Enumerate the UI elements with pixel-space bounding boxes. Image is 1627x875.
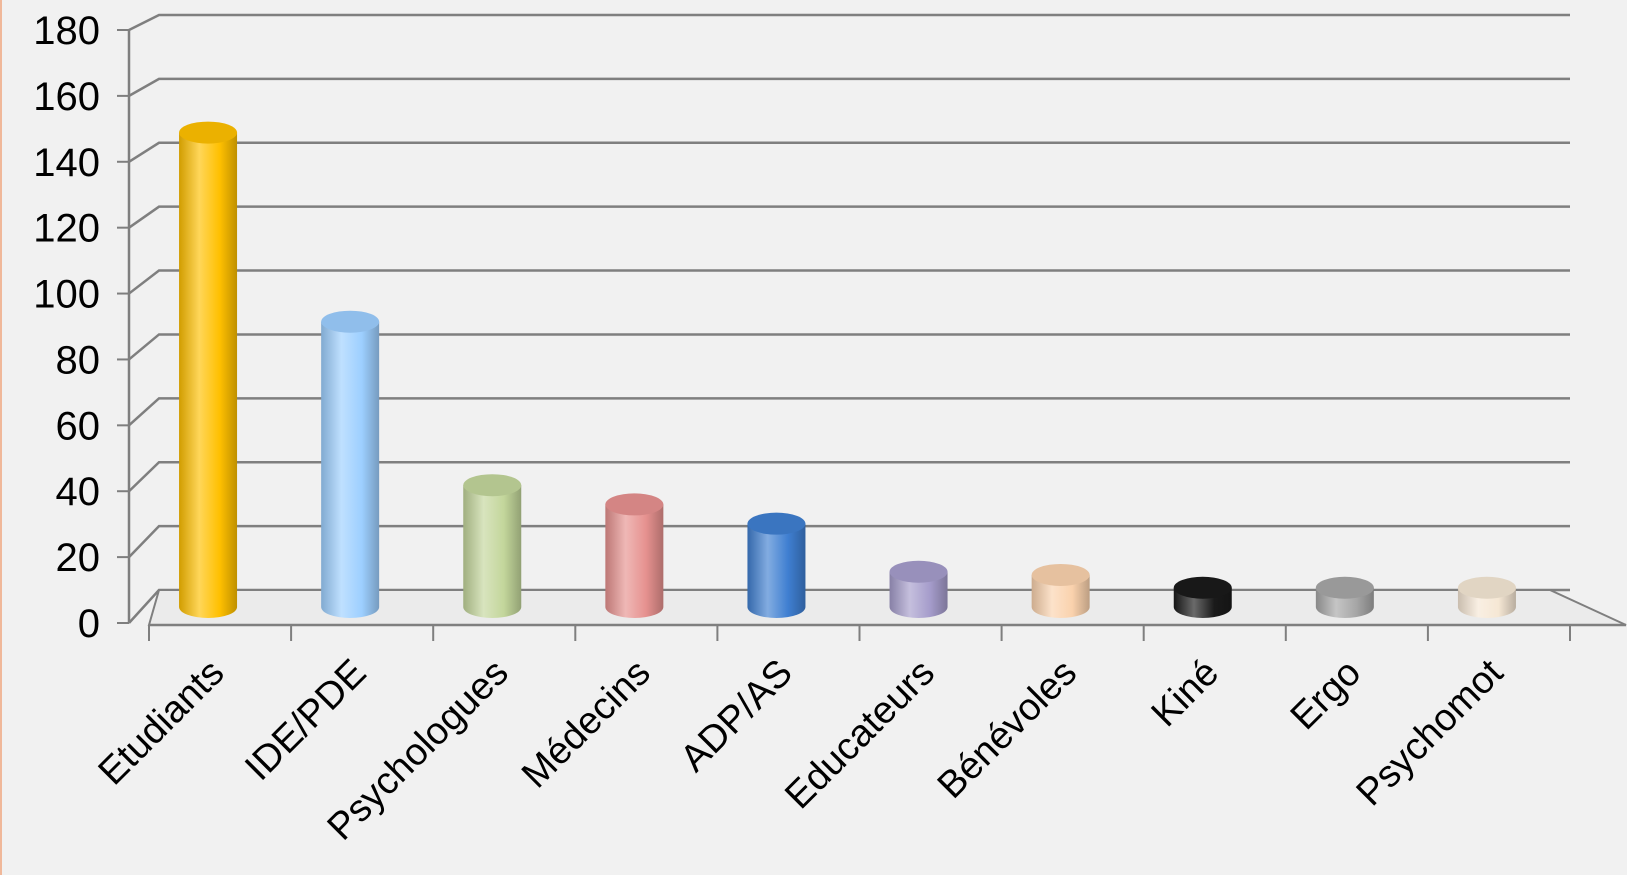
- bar: [179, 132, 238, 618]
- bar-top: [889, 560, 948, 583]
- bar: [605, 504, 664, 618]
- bar-ergo: [1315, 576, 1374, 618]
- x-tick-label: ADP/AS: [673, 652, 801, 780]
- y-tick-label: 80: [56, 338, 101, 382]
- bar-top: [179, 121, 238, 144]
- bars: [179, 121, 1516, 618]
- bar-educateurs: [889, 560, 948, 618]
- bar-top: [1315, 576, 1374, 599]
- bar: [747, 523, 806, 618]
- bar-ide-pde: [321, 310, 380, 618]
- gridline: [128, 77, 1570, 97]
- y-tick-label: 140: [33, 141, 100, 185]
- gridline: [128, 460, 1570, 493]
- bar-top: [463, 474, 522, 497]
- x-tick-label: Etudiants: [91, 652, 233, 794]
- x-tick-label: Kiné: [1144, 652, 1227, 735]
- y-tick-label: 100: [33, 273, 100, 317]
- y-tick-label: 60: [56, 404, 101, 448]
- gridline: [128, 141, 1570, 163]
- y-tick-label: 180: [33, 9, 100, 53]
- gridline: [128, 397, 1570, 427]
- bar: [321, 321, 380, 618]
- bar-psychologues: [463, 474, 522, 618]
- gridlines: [128, 13, 1570, 624]
- bar-top: [1031, 563, 1090, 586]
- y-tick-label: 120: [33, 207, 100, 251]
- bar: [1031, 574, 1090, 618]
- x-tick-label: IDE/PDE: [237, 652, 374, 789]
- y-tick-labels: 0 20 40 60 80 100 120 140 160 180: [33, 9, 100, 646]
- bar: [463, 485, 522, 618]
- y-tick-label: 0: [78, 602, 100, 646]
- bar-b-n-voles: [1031, 563, 1090, 618]
- y-tick-label: 40: [56, 470, 101, 514]
- x-tick-label: Médecins: [514, 652, 659, 797]
- bar-etudiants: [179, 121, 238, 618]
- bar: [889, 571, 948, 618]
- bar-m-decins: [605, 493, 664, 618]
- x-tick-label: Bénévoles: [930, 652, 1085, 807]
- gridline: [128, 524, 1570, 558]
- bar-top: [605, 493, 664, 516]
- gridline: [128, 333, 1570, 361]
- bar-top: [321, 310, 380, 333]
- bar-kin-: [1173, 576, 1232, 618]
- bar-top: [1457, 576, 1516, 599]
- bar-psychomot: [1457, 576, 1516, 618]
- bar-top: [1173, 576, 1232, 599]
- x-tick-label: Ergo: [1283, 652, 1369, 738]
- y-tick-label: 20: [56, 536, 101, 580]
- gridline: [128, 269, 1570, 295]
- gridline: [128, 13, 1570, 32]
- y-tick-label: 160: [33, 75, 100, 119]
- x-tick-label: Psychomot: [1349, 651, 1512, 814]
- x-tick-label: Educateurs: [777, 652, 943, 818]
- bar-top: [747, 512, 806, 535]
- gridline: [128, 205, 1570, 229]
- bar-adp-as: [747, 512, 806, 618]
